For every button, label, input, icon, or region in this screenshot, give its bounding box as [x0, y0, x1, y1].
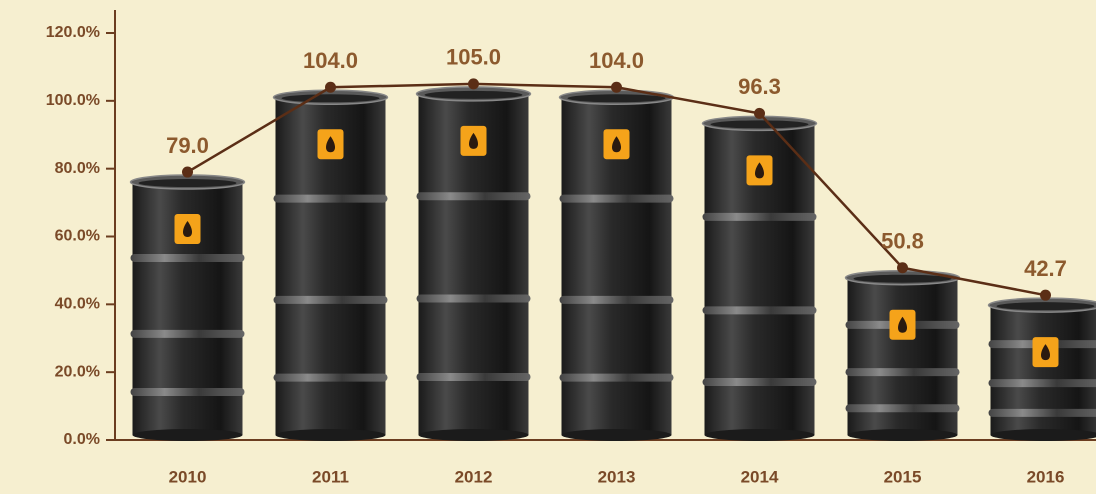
x-tick-label: 2014 [741, 467, 779, 486]
barrel-ring [988, 408, 1096, 417]
barrel-ring [273, 295, 388, 304]
barrel-lid [567, 94, 666, 103]
x-tick-label: 2010 [169, 467, 207, 486]
barrel-ring [416, 192, 531, 201]
point [325, 81, 336, 93]
oil-drop [1041, 344, 1050, 361]
barrel-lid [853, 274, 952, 283]
barrel-ring [702, 378, 817, 387]
barrel-bottom [132, 429, 243, 441]
y-tick-label: 40.0% [55, 296, 100, 313]
barrel-bottom [561, 429, 672, 441]
barrel-lid [710, 120, 809, 129]
barrel-bottom [418, 429, 529, 441]
oil-drop [469, 132, 478, 149]
barrel [272, 89, 389, 441]
point [182, 166, 193, 178]
barrel-bottom [847, 429, 958, 441]
point [611, 81, 622, 93]
oil-drop [612, 136, 621, 153]
oil-drop [183, 221, 192, 238]
x-tick-label: 2016 [1027, 467, 1065, 486]
barrel [415, 86, 532, 441]
barrel-lid [138, 179, 237, 188]
y-tick-label: 100.0% [46, 92, 100, 109]
value-label: 96.3 [738, 74, 781, 99]
value-label: 50.8 [881, 229, 924, 254]
value-label: 104.0 [589, 48, 644, 73]
barrel-ring [273, 194, 388, 203]
oil-drop [898, 316, 907, 333]
barrel-bottom [704, 429, 815, 441]
barrel-ring [559, 295, 674, 304]
oil-drop [326, 136, 335, 153]
barrel-ring [416, 373, 531, 382]
barrel-bottom [990, 429, 1096, 441]
barrel-ring [273, 373, 388, 382]
value-label: 104.0 [303, 48, 358, 73]
barrel-ring [130, 387, 245, 396]
barrel-ring [845, 404, 960, 413]
barrel-ring [702, 306, 817, 315]
x-tick-label: 2013 [598, 467, 636, 486]
barrel-ring [130, 253, 245, 262]
barrels [129, 86, 1096, 441]
barrel [558, 89, 675, 441]
barrel-lid [281, 94, 380, 103]
point [468, 78, 479, 90]
barrel-ring [559, 373, 674, 382]
barrel-ring [988, 379, 1096, 388]
line-layer: 79.0 104.0 105.0 104.0 96.3 50.8 42.7 [166, 45, 1067, 301]
barrel-ring [702, 212, 817, 221]
y-tick-label: 0.0% [64, 431, 100, 448]
point [754, 107, 765, 119]
y-tick-label: 20.0% [55, 363, 100, 380]
value-label: 79.0 [166, 133, 209, 158]
barrel-ring [416, 294, 531, 303]
barrel-ring [845, 368, 960, 377]
y-tick-label: 80.0% [55, 160, 100, 177]
x-tick-label: 2012 [455, 467, 493, 486]
barrel [129, 174, 246, 441]
barrel-lid [996, 302, 1095, 311]
x-tick-label: 2011 [312, 467, 349, 486]
barrel [844, 269, 961, 441]
barrel-ring [559, 194, 674, 203]
value-label: 42.7 [1024, 256, 1067, 281]
x-tick-label: 2015 [884, 467, 922, 486]
y-tick-label: 120.0% [46, 24, 100, 41]
barrel-lid [424, 90, 523, 99]
value-label: 105.0 [446, 45, 501, 70]
y-tick-label: 60.0% [55, 228, 100, 245]
oil-drop [755, 162, 764, 179]
point [897, 262, 908, 274]
point [1040, 289, 1051, 301]
barrel [987, 297, 1096, 441]
barrel-bottom [275, 429, 386, 441]
barrel-ring [130, 329, 245, 338]
barrel [701, 115, 818, 441]
